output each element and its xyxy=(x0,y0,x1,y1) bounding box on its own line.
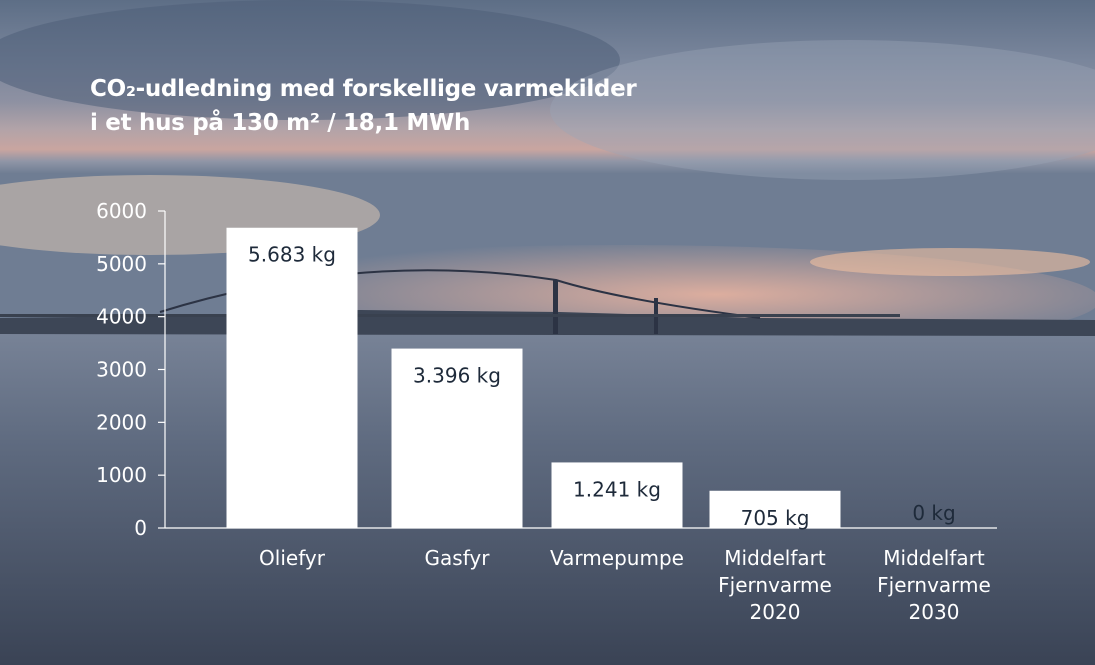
chart-title-line-1: CO₂-udledning med forskellige varmekilde… xyxy=(90,76,637,102)
y-tick-label: 1000 xyxy=(96,463,147,487)
chart-labels: 5.683 kg Oliefyr 3.396 kg Gasfyr 1.241 kg Var… xyxy=(248,243,991,624)
bar-value-label: 5.683 kg xyxy=(248,243,336,267)
y-tick-label: 2000 xyxy=(96,410,147,434)
bar xyxy=(551,462,683,528)
chart-bars xyxy=(226,227,841,528)
bar xyxy=(709,490,841,528)
bar-value-label: 0 kg xyxy=(912,501,955,525)
category-label: 2030 xyxy=(909,600,960,624)
y-tick-label: 4000 xyxy=(96,305,147,329)
chart-title: CO₂-udledning med forskellige varmekilde… xyxy=(90,72,637,140)
category-label: Fjernvarme xyxy=(718,573,832,597)
category-label: Fjernvarme xyxy=(877,573,991,597)
bar-value-label: 3.396 kg xyxy=(413,364,501,388)
bar xyxy=(391,348,523,528)
category-label: Middelfart xyxy=(883,546,985,570)
category-label: 2020 xyxy=(750,600,801,624)
category-label: Gasfyr xyxy=(425,546,491,570)
bar-value-label: 1.241 kg xyxy=(573,477,661,501)
y-tick-label: 0 xyxy=(134,516,147,540)
chart-title-line-2: i et hus på 130 m² / 18,1 MWh xyxy=(90,110,471,136)
category-label: Middelfart xyxy=(724,546,826,570)
y-tick-label: 3000 xyxy=(96,358,147,382)
category-label: Oliefyr xyxy=(259,546,326,570)
bar xyxy=(226,227,358,528)
bar-value-label: 705 kg xyxy=(741,506,810,530)
y-tick-label: 5000 xyxy=(96,252,147,276)
category-label: Varmepumpe xyxy=(550,546,684,570)
y-tick-label: 6000 xyxy=(96,199,147,223)
